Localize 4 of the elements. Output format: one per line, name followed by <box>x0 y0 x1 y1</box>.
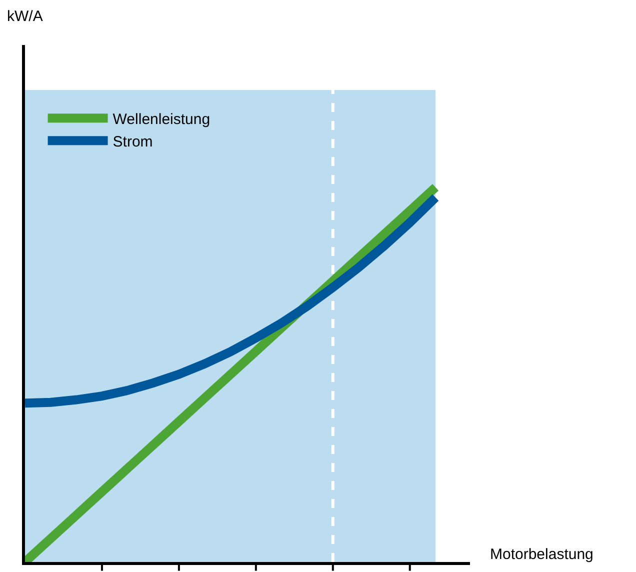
text: kW/A <box>7 8 43 25</box>
legend-label: Strom <box>112 133 153 150</box>
legend-label: Wellenleistung <box>112 110 210 128</box>
x-axis-title: Motorbelastung <box>490 546 594 563</box>
